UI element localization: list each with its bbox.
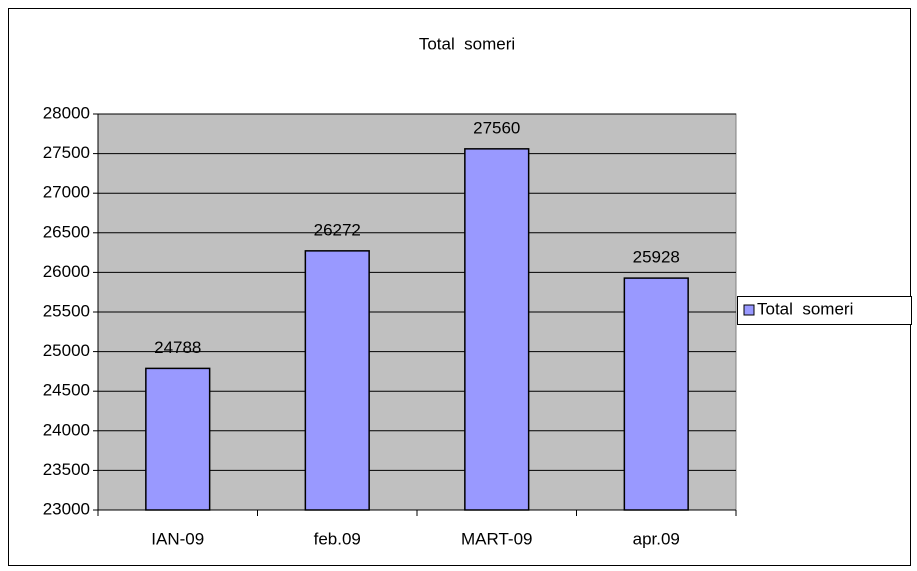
y-tick-label: 27000	[43, 183, 90, 202]
y-tick-label: 28000	[43, 103, 90, 122]
x-tick-label: apr.09	[633, 529, 680, 548]
bar	[304, 250, 370, 511]
x-tick-label: feb.09	[314, 529, 361, 548]
x-tick-label: IAN-09	[151, 529, 204, 548]
x-tick-label: MART-09	[461, 529, 533, 548]
y-tick-label: 25000	[43, 341, 90, 360]
bar	[623, 277, 689, 511]
y-tick-label: 25500	[43, 301, 90, 320]
y-tick-label: 26000	[43, 262, 90, 281]
data-label: 26272	[314, 220, 361, 239]
bar	[464, 148, 530, 511]
y-tick-label: 23000	[43, 499, 90, 518]
y-tick-label: 24000	[43, 420, 90, 439]
y-tick-label: 26500	[43, 222, 90, 241]
data-label: 27560	[473, 118, 520, 137]
y-tick-label: 27500	[43, 143, 90, 162]
bar	[145, 367, 211, 511]
y-tick-label: 23500	[43, 460, 90, 479]
chart-title: Total someri	[419, 34, 515, 53]
legend-label: Total someri	[757, 299, 853, 318]
data-label: 25928	[633, 248, 680, 267]
data-label: 24788	[154, 338, 201, 357]
legend-box	[737, 296, 912, 325]
legend-swatch	[743, 304, 755, 316]
y-tick-label: 24500	[43, 381, 90, 400]
